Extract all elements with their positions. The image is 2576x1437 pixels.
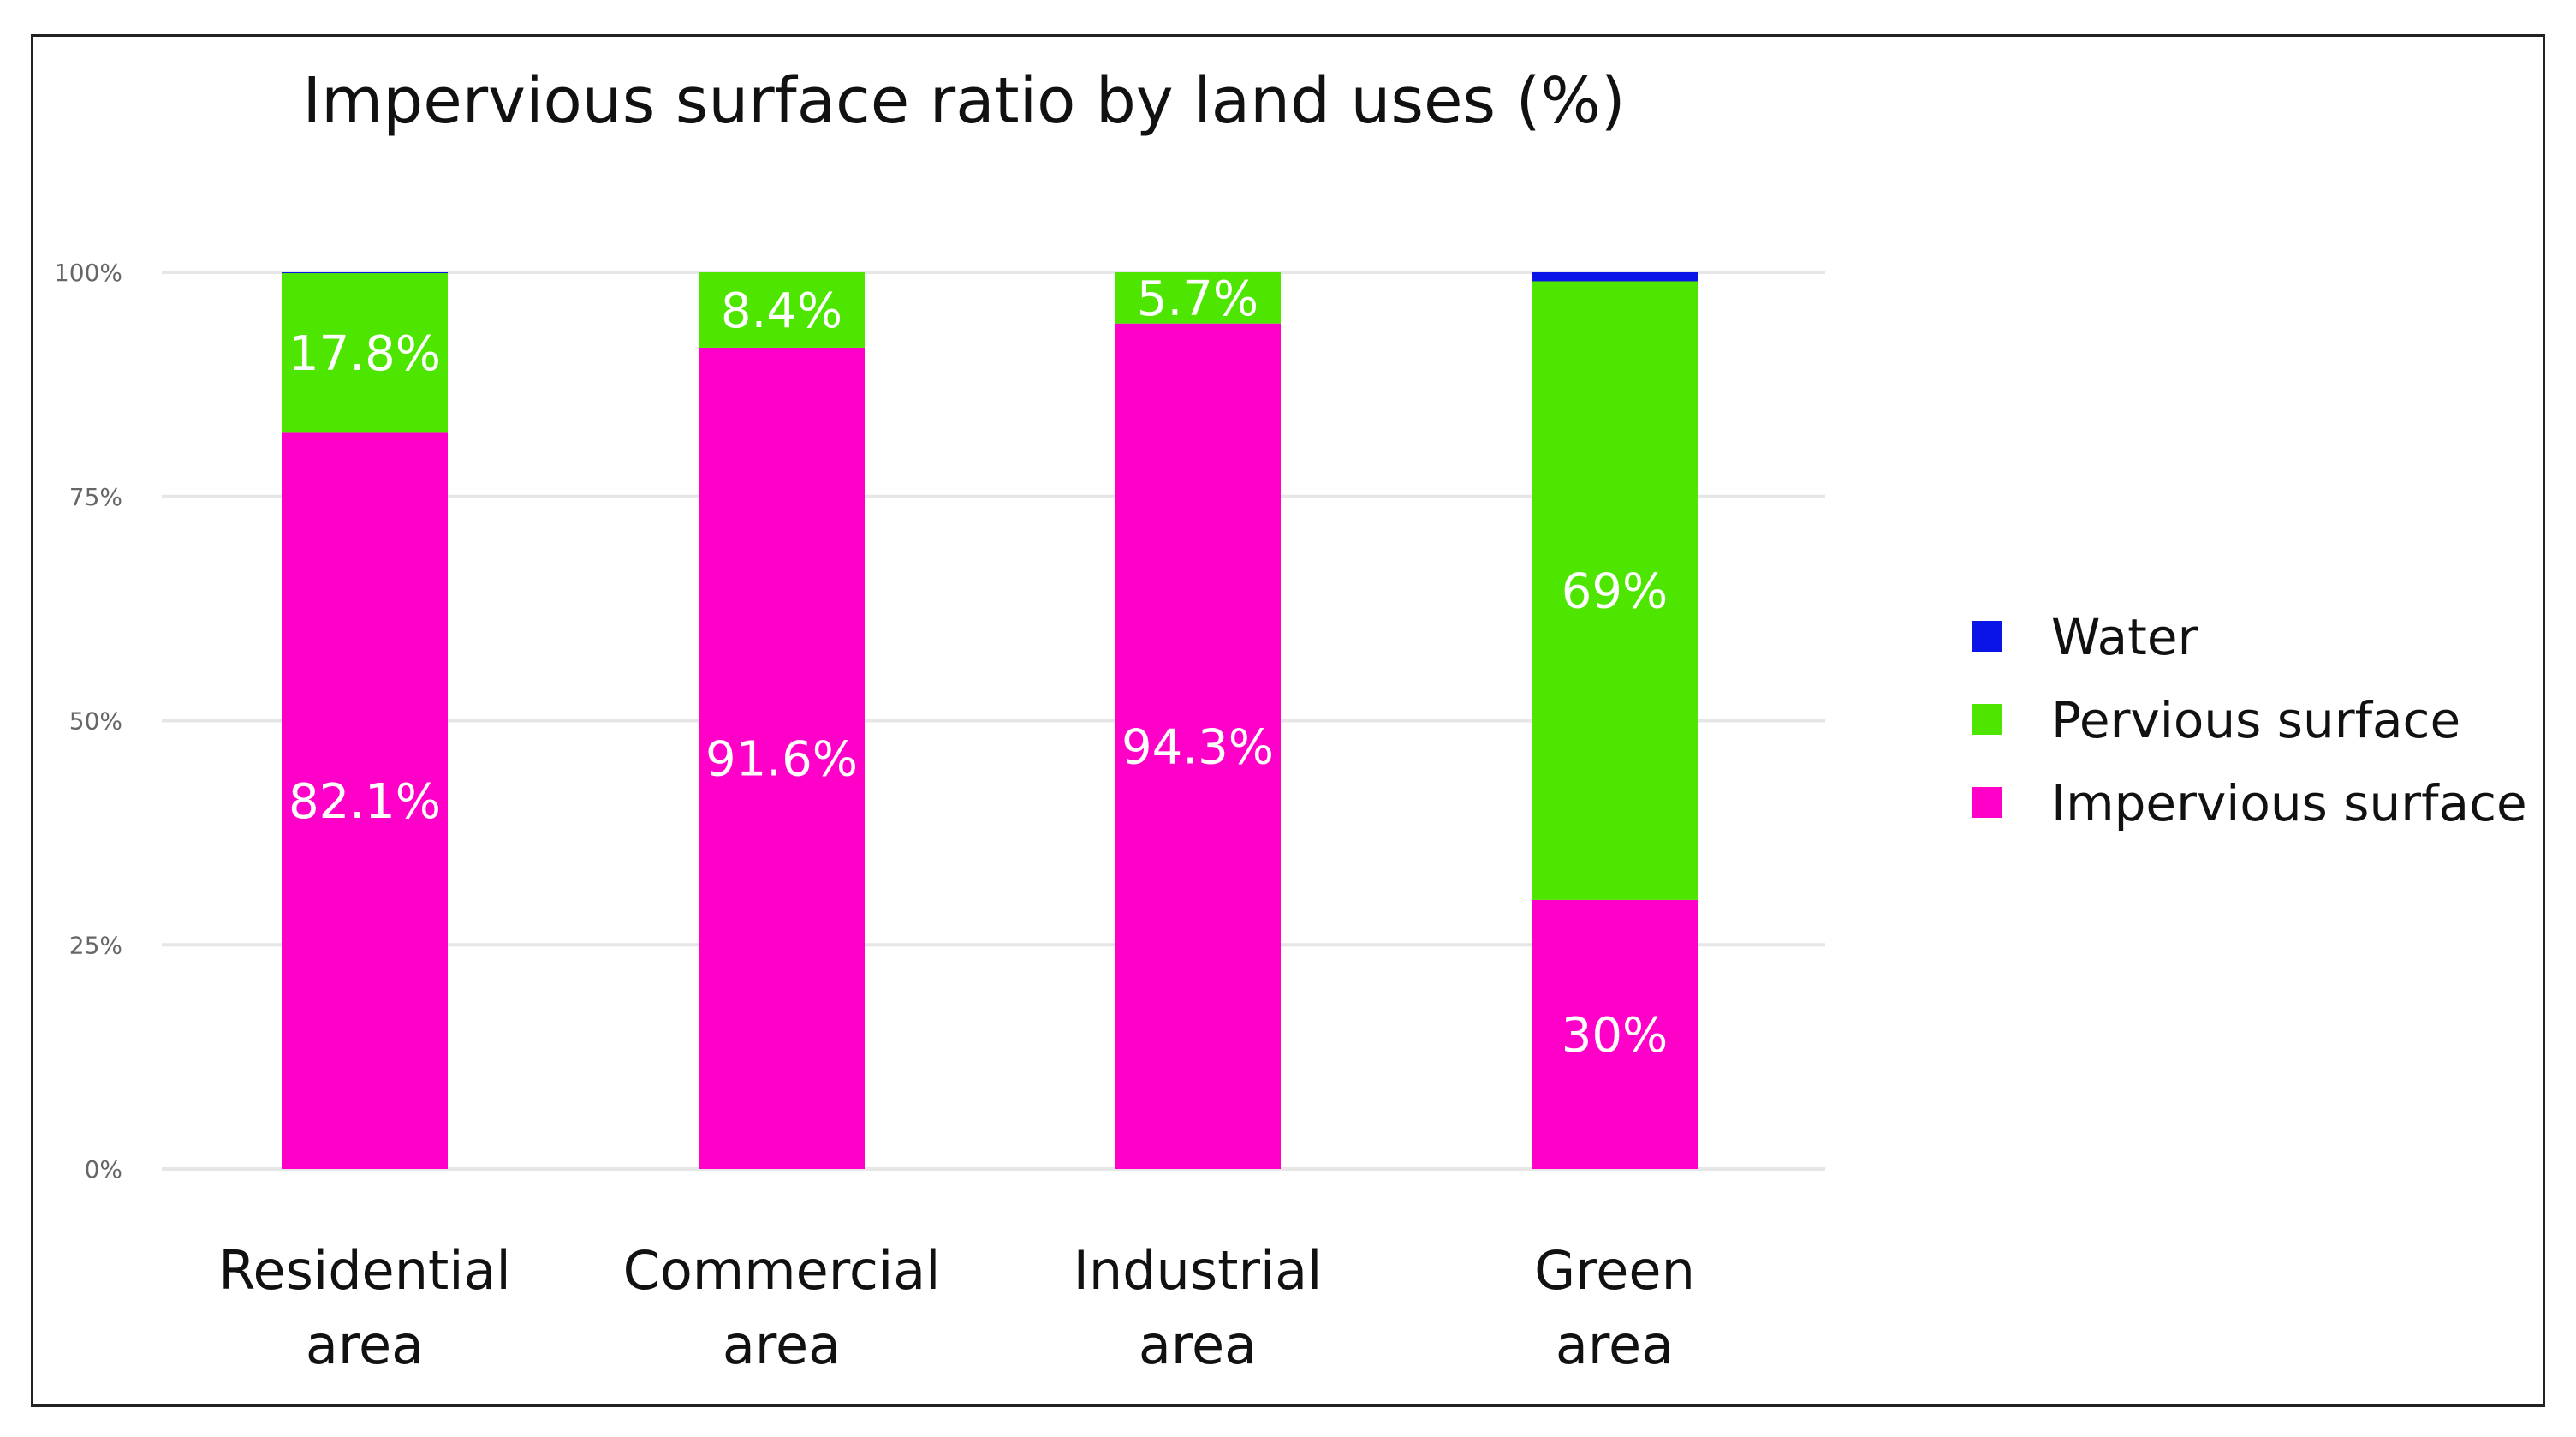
x-axis: Residential area Commercial area Industrial a… [218,1239,1695,1376]
x-tick-label: Green [1534,1239,1695,1302]
bar-pervious-surface [1532,281,1698,900]
bars [282,272,1698,1170]
x-tick-label: area [723,1314,841,1376]
y-axis: 0% 25% 50% 75% 100% [54,259,122,1184]
data-label: 94.3% [1121,719,1274,775]
data-label: 30% [1562,1008,1668,1064]
chart-title: Impervious surface ratio by land uses (%… [302,64,1625,138]
y-tick-label: 0% [85,1155,122,1184]
x-tick-label: area [1556,1314,1674,1376]
legend: Water Pervious surface Impervious surface [1972,608,2527,832]
bar-pervious-surface [1115,272,1281,324]
y-tick-label: 25% [69,931,122,959]
chart-frame: Impervious surface ratio by land uses (%… [31,34,2545,1407]
x-tick-label: Residential [218,1239,511,1302]
legend-label: Water [2051,608,2198,666]
x-tick-label: Commercial [623,1239,941,1302]
legend-swatch [1972,787,2002,818]
bar-impervious-surface [282,432,448,1170]
x-tick-label: area [306,1314,424,1376]
y-tick-label: 50% [69,707,122,736]
y-tick-label: 75% [69,483,122,511]
legend-label: Impervious surface [2051,774,2527,832]
x-tick-label: Industrial [1074,1239,1323,1302]
data-label: 17.8% [289,326,441,382]
chart-canvas: Impervious surface ratio by land uses (%… [54,64,2527,1376]
y-tick-label: 100% [54,259,122,287]
bar-impervious-surface [699,347,865,1169]
data-label: 5.7% [1137,271,1258,327]
bar-water [282,272,448,274]
legend-label: Pervious surface [2051,691,2460,749]
bar-impervious-surface [1115,323,1281,1170]
x-tick-label: area [1139,1314,1257,1376]
legend-swatch [1972,704,2002,735]
legend-swatch [1972,621,2002,652]
bar-pervious-surface [699,272,865,348]
data-label: 82.1% [289,774,441,830]
data-label: 8.4% [721,283,842,339]
data-labels: 82.1% 17.8% 91.6% 8.4% 94.3% 5.7% 30% 69% [289,271,1668,1064]
bar-pervious-surface [282,273,448,433]
data-label: 69% [1562,564,1668,620]
bar-water [1532,272,1698,282]
data-label: 91.6% [705,731,858,787]
bar-impervious-surface [1532,899,1698,1169]
